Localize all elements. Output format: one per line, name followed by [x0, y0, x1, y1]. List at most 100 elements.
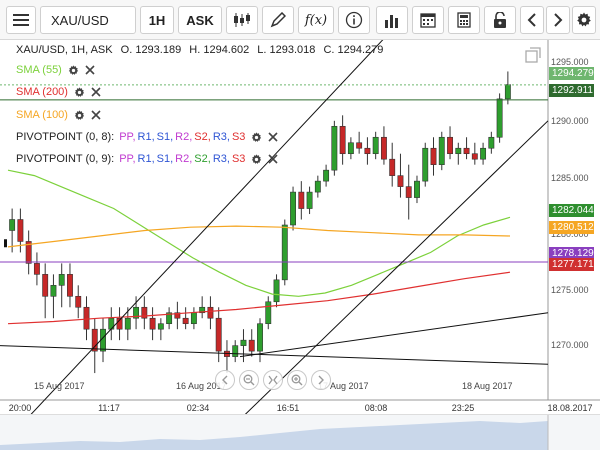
pivot-level: S3 [232, 153, 245, 165]
chevron-left-icon [527, 13, 537, 27]
pivot-level: S2, [194, 153, 211, 165]
info-high: H. 1294.602 [189, 44, 249, 56]
pivot8-label: PIVOTPOINT (0, 8) [16, 131, 111, 143]
indicator-button[interactable]: f(x) [298, 6, 334, 34]
pivot9-label: PIVOTPOINT (0, 9) [16, 153, 111, 165]
info-icon [345, 11, 363, 29]
gear-icon[interactable] [68, 65, 79, 76]
close-icon[interactable] [268, 154, 278, 164]
pivot-level: PP, [119, 131, 135, 143]
price-tick: 1275.000 [551, 285, 589, 295]
candle-body [365, 148, 370, 153]
candle-body [439, 137, 444, 164]
date-label: 18 Aug 2017 [462, 381, 513, 391]
unlock-icon [493, 12, 507, 28]
scroll-left-button[interactable] [520, 6, 544, 34]
side-button[interactable]: ASK [178, 6, 222, 34]
sma100-label: SMA (100) [16, 109, 68, 121]
close-icon[interactable] [268, 132, 278, 142]
price-tag-current: 1294.279 [549, 67, 594, 80]
sma200-line [8, 272, 510, 324]
candle-body [43, 274, 48, 296]
info-symbol: XAU/USD, 1H, ASK [16, 44, 113, 56]
toolbar: 1H ASK f(x) [0, 0, 600, 40]
sma55-line [8, 170, 510, 296]
close-icon[interactable] [85, 65, 95, 75]
lock-button[interactable] [484, 6, 516, 34]
draw-tool-button[interactable] [262, 6, 294, 34]
indicator-sma55[interactable]: SMA (55) [16, 62, 101, 78]
candle-body [505, 85, 510, 99]
candle-body [414, 181, 419, 197]
scroll-forward-button[interactable] [311, 370, 331, 390]
pivot-level: S1, [157, 153, 174, 165]
indicator-sma200[interactable]: SMA (200) [16, 84, 107, 100]
candle-body [158, 324, 163, 329]
volume-button[interactable] [376, 6, 408, 34]
calculator-icon [457, 12, 471, 28]
screenshot-icon[interactable] [524, 46, 542, 64]
gear-icon[interactable] [251, 132, 262, 143]
candle-body [150, 318, 155, 329]
candle-body [257, 324, 262, 351]
candle-body [381, 137, 386, 159]
info-button[interactable] [338, 6, 370, 34]
navigator[interactable] [0, 414, 600, 450]
scroll-right-button[interactable] [546, 6, 570, 34]
zoom-out-icon [243, 374, 255, 386]
price-tick: 1295.000 [551, 57, 589, 67]
time-tick: 02:34 [187, 403, 210, 413]
price-tick: 1290.000 [551, 116, 589, 126]
symbol-input[interactable] [40, 6, 136, 34]
timeframe-button[interactable]: 1H [140, 6, 174, 34]
candle-body [84, 307, 89, 329]
pivot8-sep: : [111, 131, 114, 143]
pivot-level: R1, [138, 153, 155, 165]
reset-zoom-button[interactable] [263, 370, 283, 390]
time-tick: 11:17 [98, 403, 120, 413]
calendar-button[interactable] [412, 6, 444, 34]
candle-body [340, 126, 345, 153]
price-tag-sma200: 1277.171 [549, 258, 594, 271]
candle-body [464, 148, 469, 153]
pivot-level: R3, [213, 131, 230, 143]
zoom-out-button[interactable] [239, 370, 259, 390]
candle-body [18, 220, 23, 242]
fx-label: f(x) [305, 13, 327, 28]
info-close: C. 1294.279 [323, 44, 383, 56]
indicator-sma100[interactable]: SMA (100) [16, 107, 107, 123]
calculator-button[interactable] [448, 6, 480, 34]
candle-body [307, 192, 312, 208]
pivot-level: PP, [119, 153, 135, 165]
pivot9-sep: : [111, 153, 114, 165]
gear-icon[interactable] [74, 87, 85, 98]
menu-button[interactable] [6, 6, 36, 34]
candle-body [348, 143, 353, 154]
price-tag-pivot: 1292.911 [549, 84, 594, 97]
candle-body [216, 318, 221, 351]
sma200-label: SMA (200) [16, 86, 68, 98]
candle-body [497, 99, 502, 137]
candle-body [315, 181, 320, 192]
pencil-icon [270, 12, 286, 28]
zoom-in-button[interactable] [287, 370, 307, 390]
candle-body [431, 148, 436, 164]
chevron-right-icon [553, 13, 563, 27]
candle-body [266, 302, 271, 324]
time-tick-date: 18.08.2017 [547, 403, 592, 413]
scroll-back-button[interactable] [215, 370, 235, 390]
settings-button[interactable] [572, 6, 596, 34]
gear-icon[interactable] [251, 154, 262, 165]
pivot-level: R3, [213, 153, 230, 165]
trendline-rising[interactable] [240, 313, 548, 357]
indicator-pivot-8[interactable]: PIVOTPOINT (0, 8) : PP, R1, S1, R2, S2, … [16, 129, 284, 145]
gear-icon[interactable] [74, 110, 85, 121]
trendline-support[interactable] [0, 346, 548, 365]
indicator-pivot-9[interactable]: PIVOTPOINT (0, 9) : PP, R1, S1, R2, S2, … [16, 151, 284, 167]
candle-body [398, 176, 403, 187]
close-icon[interactable] [91, 87, 101, 97]
time-tick: 20:00 [9, 403, 32, 413]
close-icon[interactable] [91, 110, 101, 120]
fit-icon [268, 375, 278, 385]
chart-type-button[interactable] [226, 6, 258, 34]
